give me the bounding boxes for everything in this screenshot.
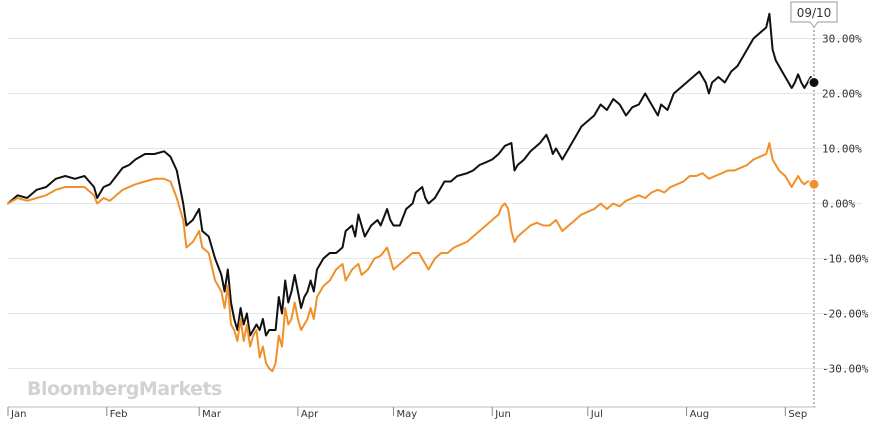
series-line-0 (7, 12, 815, 337)
x-tick-label: May (396, 409, 417, 420)
y-tick-label: -20.00% (822, 308, 869, 321)
series-line-1 (7, 142, 815, 373)
x-tick-label: Sep (788, 409, 807, 420)
y-tick-label: 10.00% (822, 143, 862, 156)
x-tick-label: Aug (690, 409, 710, 420)
y-axis-labels: 30.00% 20.00% 10.00% 0.00% -10.00% -20.00% -30… (822, 33, 869, 376)
date-marker-tooltip: 09/10 (790, 1, 838, 28)
x-tick-label: Jul (590, 409, 603, 420)
date-marker-box (790, 1, 838, 28)
y-tick-label: 0.00% (822, 198, 855, 211)
watermark-logo: BloombergMarkets (27, 378, 222, 400)
gridlines (8, 38, 862, 369)
y-tick-label: 30.00% (822, 33, 862, 46)
x-tick-label: Apr (301, 409, 319, 420)
x-tick-label: Feb (110, 409, 128, 420)
date-marker-label: 09/10 (797, 6, 832, 20)
y-tick-label: -30.00% (822, 363, 869, 376)
x-axis-labels: Jan Feb Mar Apr May Jun Jul Aug Sep (7, 407, 807, 420)
series-endpoint-1 (808, 178, 820, 190)
series-endpoints (808, 77, 820, 190)
x-tick-label: Mar (202, 409, 222, 420)
series-layer (7, 12, 815, 373)
x-tick-label: Jan (10, 409, 26, 420)
series-endpoint-0 (808, 77, 820, 88)
y-tick-label: 20.00% (822, 88, 862, 101)
y-tick-label: -10.00% (822, 253, 869, 266)
x-tick-label: Jun (494, 409, 511, 420)
